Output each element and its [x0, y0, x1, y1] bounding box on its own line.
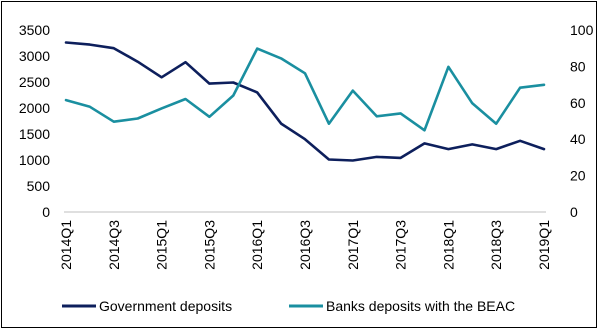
left-tick-label: 3000: [19, 48, 50, 64]
left-tick-label: 0: [42, 204, 50, 220]
series-line-government-deposits: [64, 41, 546, 162]
x-tick-label: 2015Q3: [201, 220, 217, 270]
left-tick-label: 1500: [19, 126, 50, 142]
left-axis-ticks: 0 500 1000 1500 2000 2500 3000 3500: [19, 22, 50, 220]
x-tick-label: 2014Q3: [106, 220, 122, 270]
right-tick-label: 100: [570, 22, 594, 38]
x-tick-label: 2018Q3: [488, 220, 504, 270]
right-tick-label: 60: [570, 95, 586, 111]
legend: Government deposits Banks deposits with …: [62, 298, 515, 314]
legend-label-government-deposits: Government deposits: [99, 298, 232, 314]
right-tick-label: 80: [570, 58, 586, 74]
x-tick-label: 2017Q3: [393, 220, 409, 270]
right-tick-label: 20: [570, 168, 586, 184]
right-tick-label: 40: [570, 131, 586, 147]
left-tick-label: 500: [27, 178, 51, 194]
series-line-banks-deposits: [64, 47, 546, 132]
x-tick-label: 2017Q1: [345, 220, 361, 270]
x-tick-label: 2016Q3: [297, 220, 313, 270]
series-layer: [64, 41, 546, 162]
legend-label-banks-deposits: Banks deposits with the BEAC: [326, 298, 515, 314]
x-tick-label: 2014Q1: [58, 220, 74, 270]
x-tick-label: 2018Q1: [440, 220, 456, 270]
left-tick-label: 2000: [19, 100, 50, 116]
left-tick-label: 1000: [19, 152, 50, 168]
left-tick-label: 3500: [19, 22, 50, 38]
x-axis-ticks: 2014Q1 2014Q3 2015Q1 2015Q3 2016Q1 2016Q3 2017…: [58, 220, 552, 270]
right-tick-label: 0: [570, 204, 578, 220]
left-tick-label: 2500: [19, 74, 50, 90]
x-tick-label: 2019Q1: [536, 220, 552, 270]
x-tick-label: 2016Q1: [249, 220, 265, 270]
x-tick-label: 2015Q1: [154, 220, 170, 270]
right-axis-ticks: 0 20 40 60 80 100: [570, 22, 594, 220]
